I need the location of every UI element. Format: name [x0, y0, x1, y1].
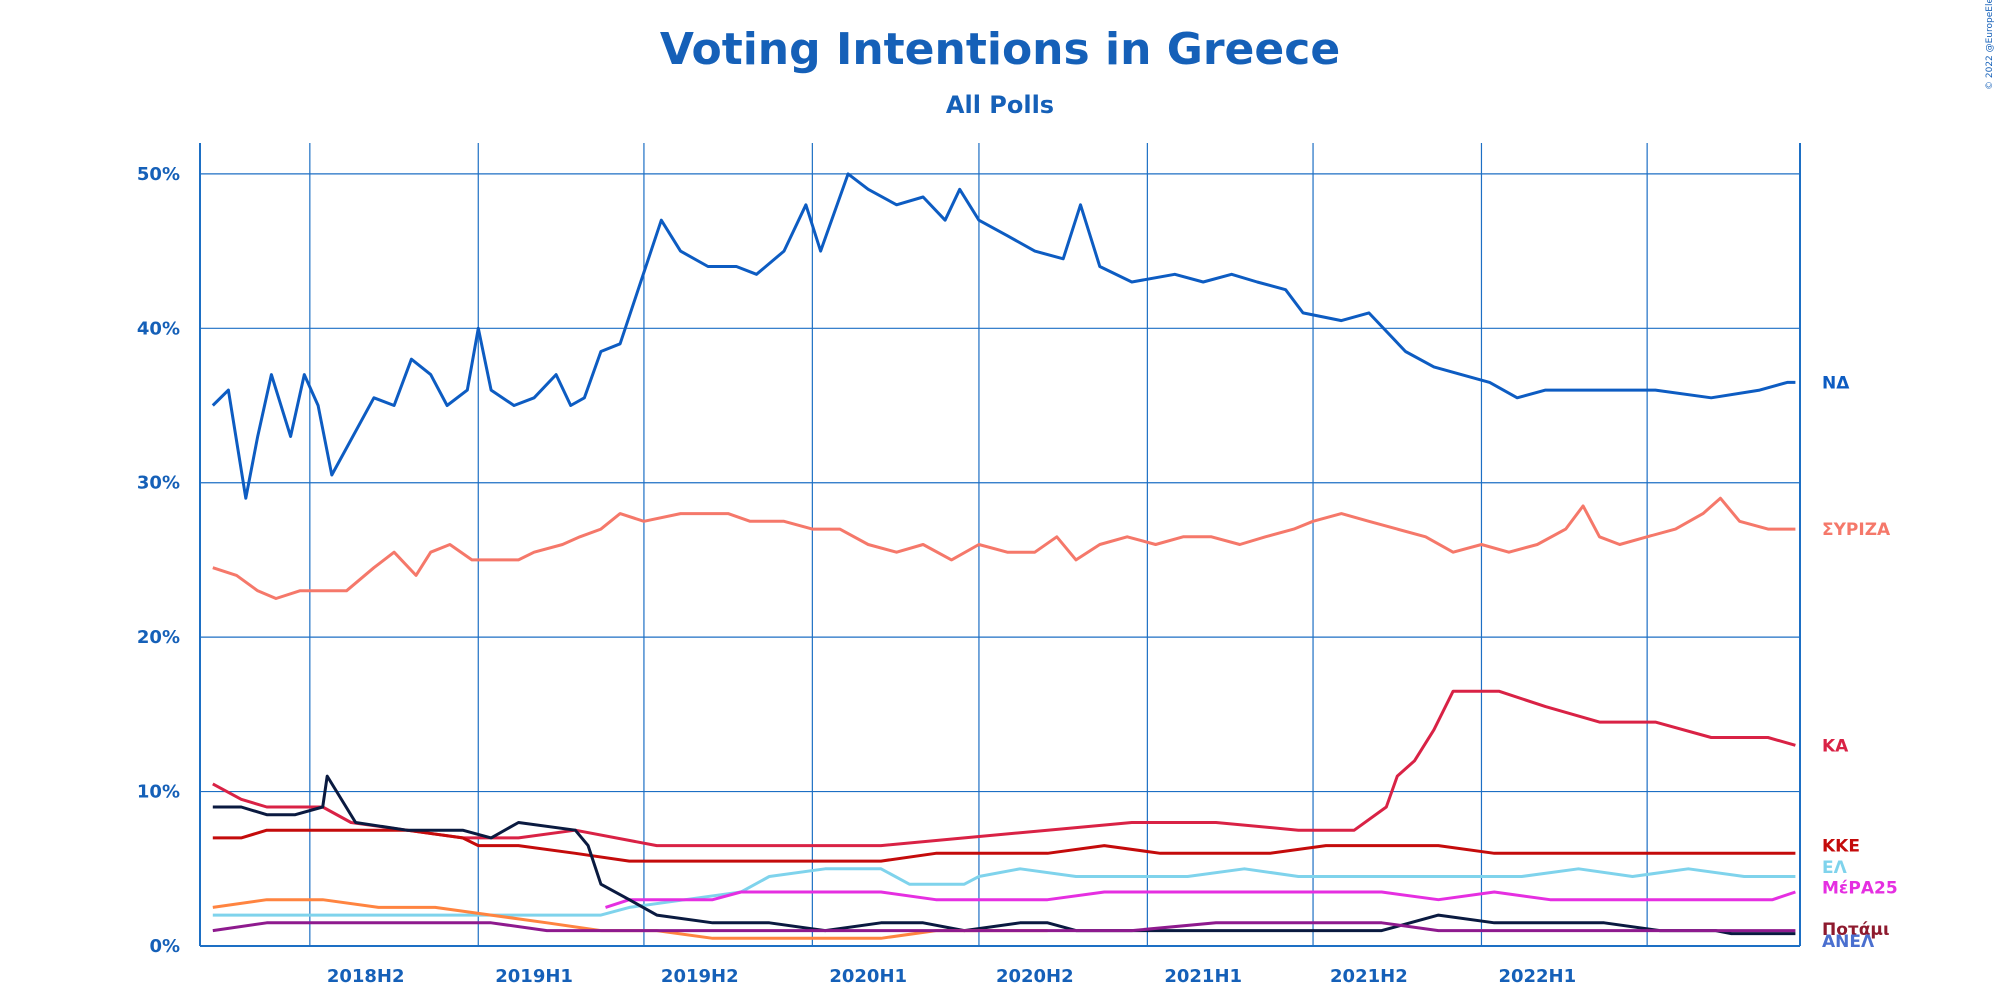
legend-label: ΝΔ: [1822, 373, 1850, 393]
legend-label: ΑΝΕΛ: [1822, 932, 1875, 952]
plot-frame: [199, 143, 1801, 947]
x-tick-label: 2019H1: [495, 966, 573, 987]
series-line: [212, 921, 1796, 933]
x-tick-label: 2019H2: [661, 966, 739, 987]
x-tick-label: 2021H2: [1330, 966, 1408, 987]
legend-label: ΜέΡΑ25: [1822, 878, 1898, 898]
x-tick-label: 2020H1: [829, 966, 907, 987]
x-axis-ticks: 2018H2 2019H1 2019H2 2020H1 2020H2 2021H1 2021…: [327, 966, 1576, 987]
x-tick-label: 2020H2: [996, 966, 1074, 987]
series-line: [605, 890, 1796, 909]
x-tick-label: 2018H2: [327, 966, 405, 987]
y-axis-ticks: 0% 10% 20% 30% 40% 50%: [137, 164, 180, 957]
y-tick-label: 30%: [137, 473, 180, 494]
gridlines: [200, 143, 1800, 946]
legend-label: Ποτάμι: [1822, 920, 1890, 940]
y-tick-label: 20%: [137, 627, 180, 648]
y-tick-label: 10%: [137, 782, 180, 803]
series-line: [212, 689, 1796, 848]
credit-text: © 2022 @EuropeElects: [1985, 0, 1995, 90]
y-tick-label: 50%: [137, 164, 180, 185]
legend-label: ΚΚΕ: [1822, 837, 1860, 857]
y-tick-label: 40%: [137, 318, 180, 339]
x-tick-label: 2022H1: [1498, 966, 1576, 987]
series-line: [211, 172, 1796, 500]
legend-label: ΣΥΡΙΖΑ: [1822, 520, 1891, 540]
chart-subtitle: All Polls: [946, 91, 1054, 119]
chart-title: Voting Intentions in Greece: [660, 24, 1340, 75]
series-line: [212, 496, 1796, 600]
legend-label: ΕΛ: [1822, 858, 1848, 878]
legend-label: ΚΑ: [1822, 736, 1849, 756]
series-lines: [211, 172, 1796, 940]
series-line: [212, 898, 1048, 940]
x-tick-label: 2021H1: [1164, 966, 1242, 987]
y-tick-label: 0%: [149, 936, 180, 957]
series-line: [212, 828, 1796, 863]
